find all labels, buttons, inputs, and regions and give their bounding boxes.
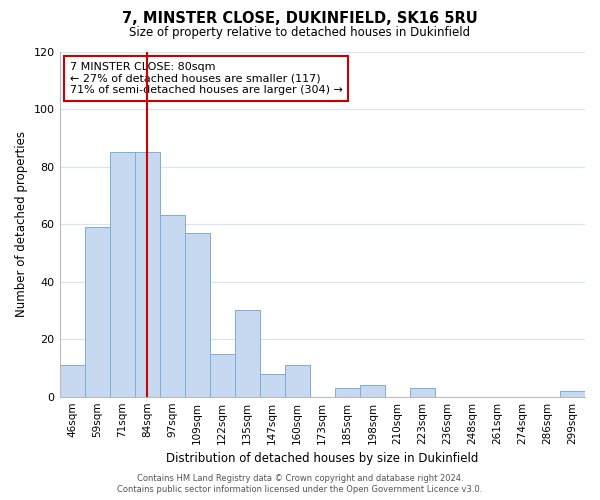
Bar: [285, 365, 310, 396]
Bar: [360, 385, 385, 396]
Y-axis label: Number of detached properties: Number of detached properties: [15, 131, 28, 317]
Text: Contains HM Land Registry data © Crown copyright and database right 2024.
Contai: Contains HM Land Registry data © Crown c…: [118, 474, 482, 494]
Text: Size of property relative to detached houses in Dukinfield: Size of property relative to detached ho…: [130, 26, 470, 39]
Text: 7, MINSTER CLOSE, DUKINFIELD, SK16 5RU: 7, MINSTER CLOSE, DUKINFIELD, SK16 5RU: [122, 11, 478, 26]
Bar: [560, 391, 585, 396]
Bar: [235, 310, 260, 396]
Bar: [209, 354, 235, 397]
Bar: [410, 388, 435, 396]
Bar: [335, 388, 360, 396]
X-axis label: Distribution of detached houses by size in Dukinfield: Distribution of detached houses by size …: [166, 452, 478, 465]
Bar: [134, 152, 160, 396]
Bar: [160, 216, 185, 396]
Bar: [185, 232, 209, 396]
Bar: [110, 152, 134, 396]
Bar: [59, 365, 85, 396]
Text: 7 MINSTER CLOSE: 80sqm
← 27% of detached houses are smaller (117)
71% of semi-de: 7 MINSTER CLOSE: 80sqm ← 27% of detached…: [70, 62, 343, 95]
Bar: [85, 227, 110, 396]
Bar: [260, 374, 285, 396]
